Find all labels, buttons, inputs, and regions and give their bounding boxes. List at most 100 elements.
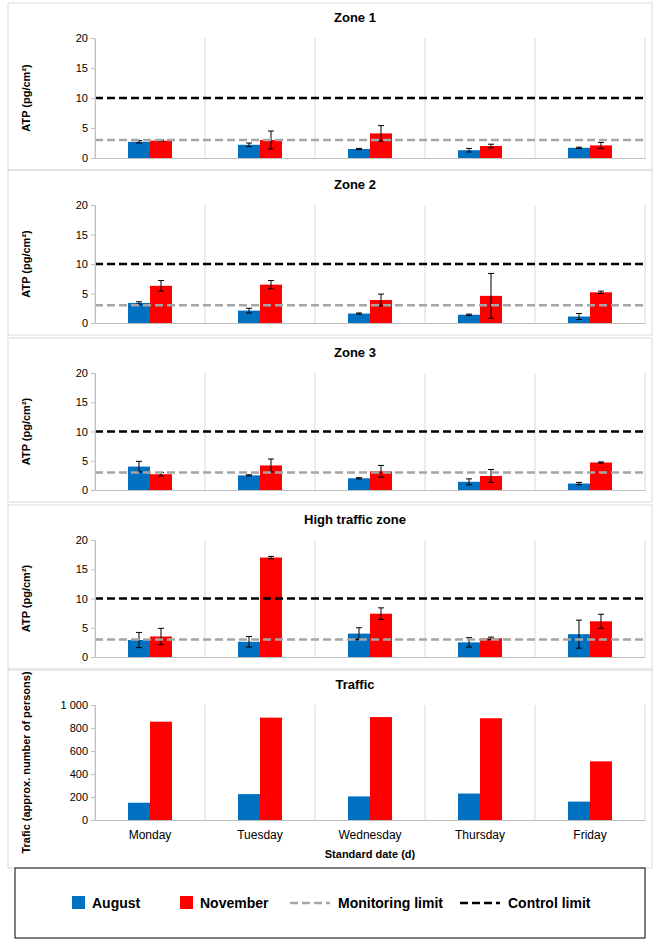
y-tick: 10 [76,426,95,438]
y-tick-mark [91,235,95,236]
y-tick-label: 5 [82,122,88,134]
legend-label: November [200,895,269,911]
bar [348,314,370,323]
y-tick: 0 [82,484,95,496]
plot-area [95,98,645,158]
bar [458,794,480,820]
y-tick-label: 15 [76,396,88,408]
panel: 02004006008001 000MondayTuesdayWednesday… [8,670,652,868]
y-tick-mark [91,158,95,159]
y-tick-label: 5 [82,455,88,467]
bar [370,717,392,820]
y-tick-label: 20 [76,534,88,546]
y-tick-mark [91,323,95,324]
panel-frame [8,170,652,335]
y-tick-label: 10 [76,593,88,605]
y-axis: 05101520 [76,367,96,496]
x-axis [96,657,646,658]
bar [480,718,502,820]
y-tick-label: 0 [82,317,88,329]
panel-title: Zone 2 [334,177,376,192]
error-bar [356,148,362,149]
y-tick: 20 [76,534,95,546]
legend-line [460,902,500,905]
y-tick-mark [91,373,95,374]
y-tick-label: 15 [76,229,88,241]
y-axis: 02004006008001 000 [60,699,95,826]
y-tick-mark [91,402,95,403]
panel-title: Zone 1 [334,10,376,25]
y-axis-title: ATP (pg/cm²) [20,397,32,465]
legend-line [290,902,330,905]
y-tick-label: 0 [82,814,88,826]
bar [238,794,260,820]
y-axis-title: ATP (pg/cm²) [20,230,32,298]
y-tick-mark [91,205,95,206]
y-tick: 200 [70,791,95,803]
bar [150,722,172,820]
plot-area [95,432,645,491]
bar [568,148,590,158]
panel: 05101520Zone 3ATP (pg/cm²) [8,338,652,502]
y-tick-mark [91,38,95,39]
y-tick: 10 [76,92,95,104]
y-tick: 15 [76,62,95,74]
error-bar [576,620,582,648]
error-bar [356,628,362,640]
bar [348,478,370,490]
panel-frame [8,670,652,868]
x-tick-label: Friday [573,828,606,842]
x-tick: Thursday [455,828,505,842]
bar [260,285,282,323]
y-tick-label: 10 [76,258,88,270]
bar [370,614,392,657]
x-axis-line [96,820,646,821]
error-bar [246,143,252,147]
bar [238,475,260,490]
error-bar [246,308,252,313]
bar [150,141,172,158]
y-tick-mark [91,98,95,99]
category-separator [315,705,316,820]
chart-root: 05101520Zone 1ATP (pg/cm²)05101520Zone 2… [0,0,660,945]
y-tick-mark [91,820,95,821]
x-axis-line [96,323,646,324]
error-bar [268,459,274,472]
panel-frame [8,3,652,170]
plot-area [128,717,612,820]
limit-line [95,263,645,266]
category-separator [205,705,206,820]
limit-line [95,97,645,100]
y-tick-mark [91,751,95,752]
error-bar [598,614,604,628]
figure: 05101520Zone 1ATP (pg/cm²)05101520Zone 2… [0,0,660,945]
x-axis [96,158,646,159]
y-axis: 05101520 [76,199,96,329]
legend: AugustNovemberMonitoring limitControl li… [15,868,645,938]
y-tick: 800 [70,722,95,734]
y-tick-mark [91,432,95,433]
y-tick-mark [91,657,95,658]
x-axis [96,490,646,491]
y-tick: 0 [82,152,95,164]
bar [128,803,150,820]
error-bar [598,462,604,463]
y-tick-label: 400 [70,768,88,780]
y-tick: 5 [82,122,95,134]
panel: 05101520Zone 1ATP (pg/cm²) [8,3,652,170]
x-tick-label: Wednesday [338,828,401,842]
error-bar [356,313,362,314]
bar [260,718,282,820]
x-axis: MondayTuesdayWednesdayThursdayFriday [96,821,646,842]
bar [568,802,590,820]
plot-area [95,264,645,323]
legend-label: Control limit [508,895,591,911]
y-tick-mark [91,797,95,798]
limit-line [95,597,645,600]
x-tick-label: Thursday [455,828,505,842]
y-tick-label: 0 [82,484,88,496]
y-tick-mark [91,540,95,541]
y-tick: 600 [70,745,95,757]
limit-line [95,430,645,433]
x-axis-line [96,490,646,491]
